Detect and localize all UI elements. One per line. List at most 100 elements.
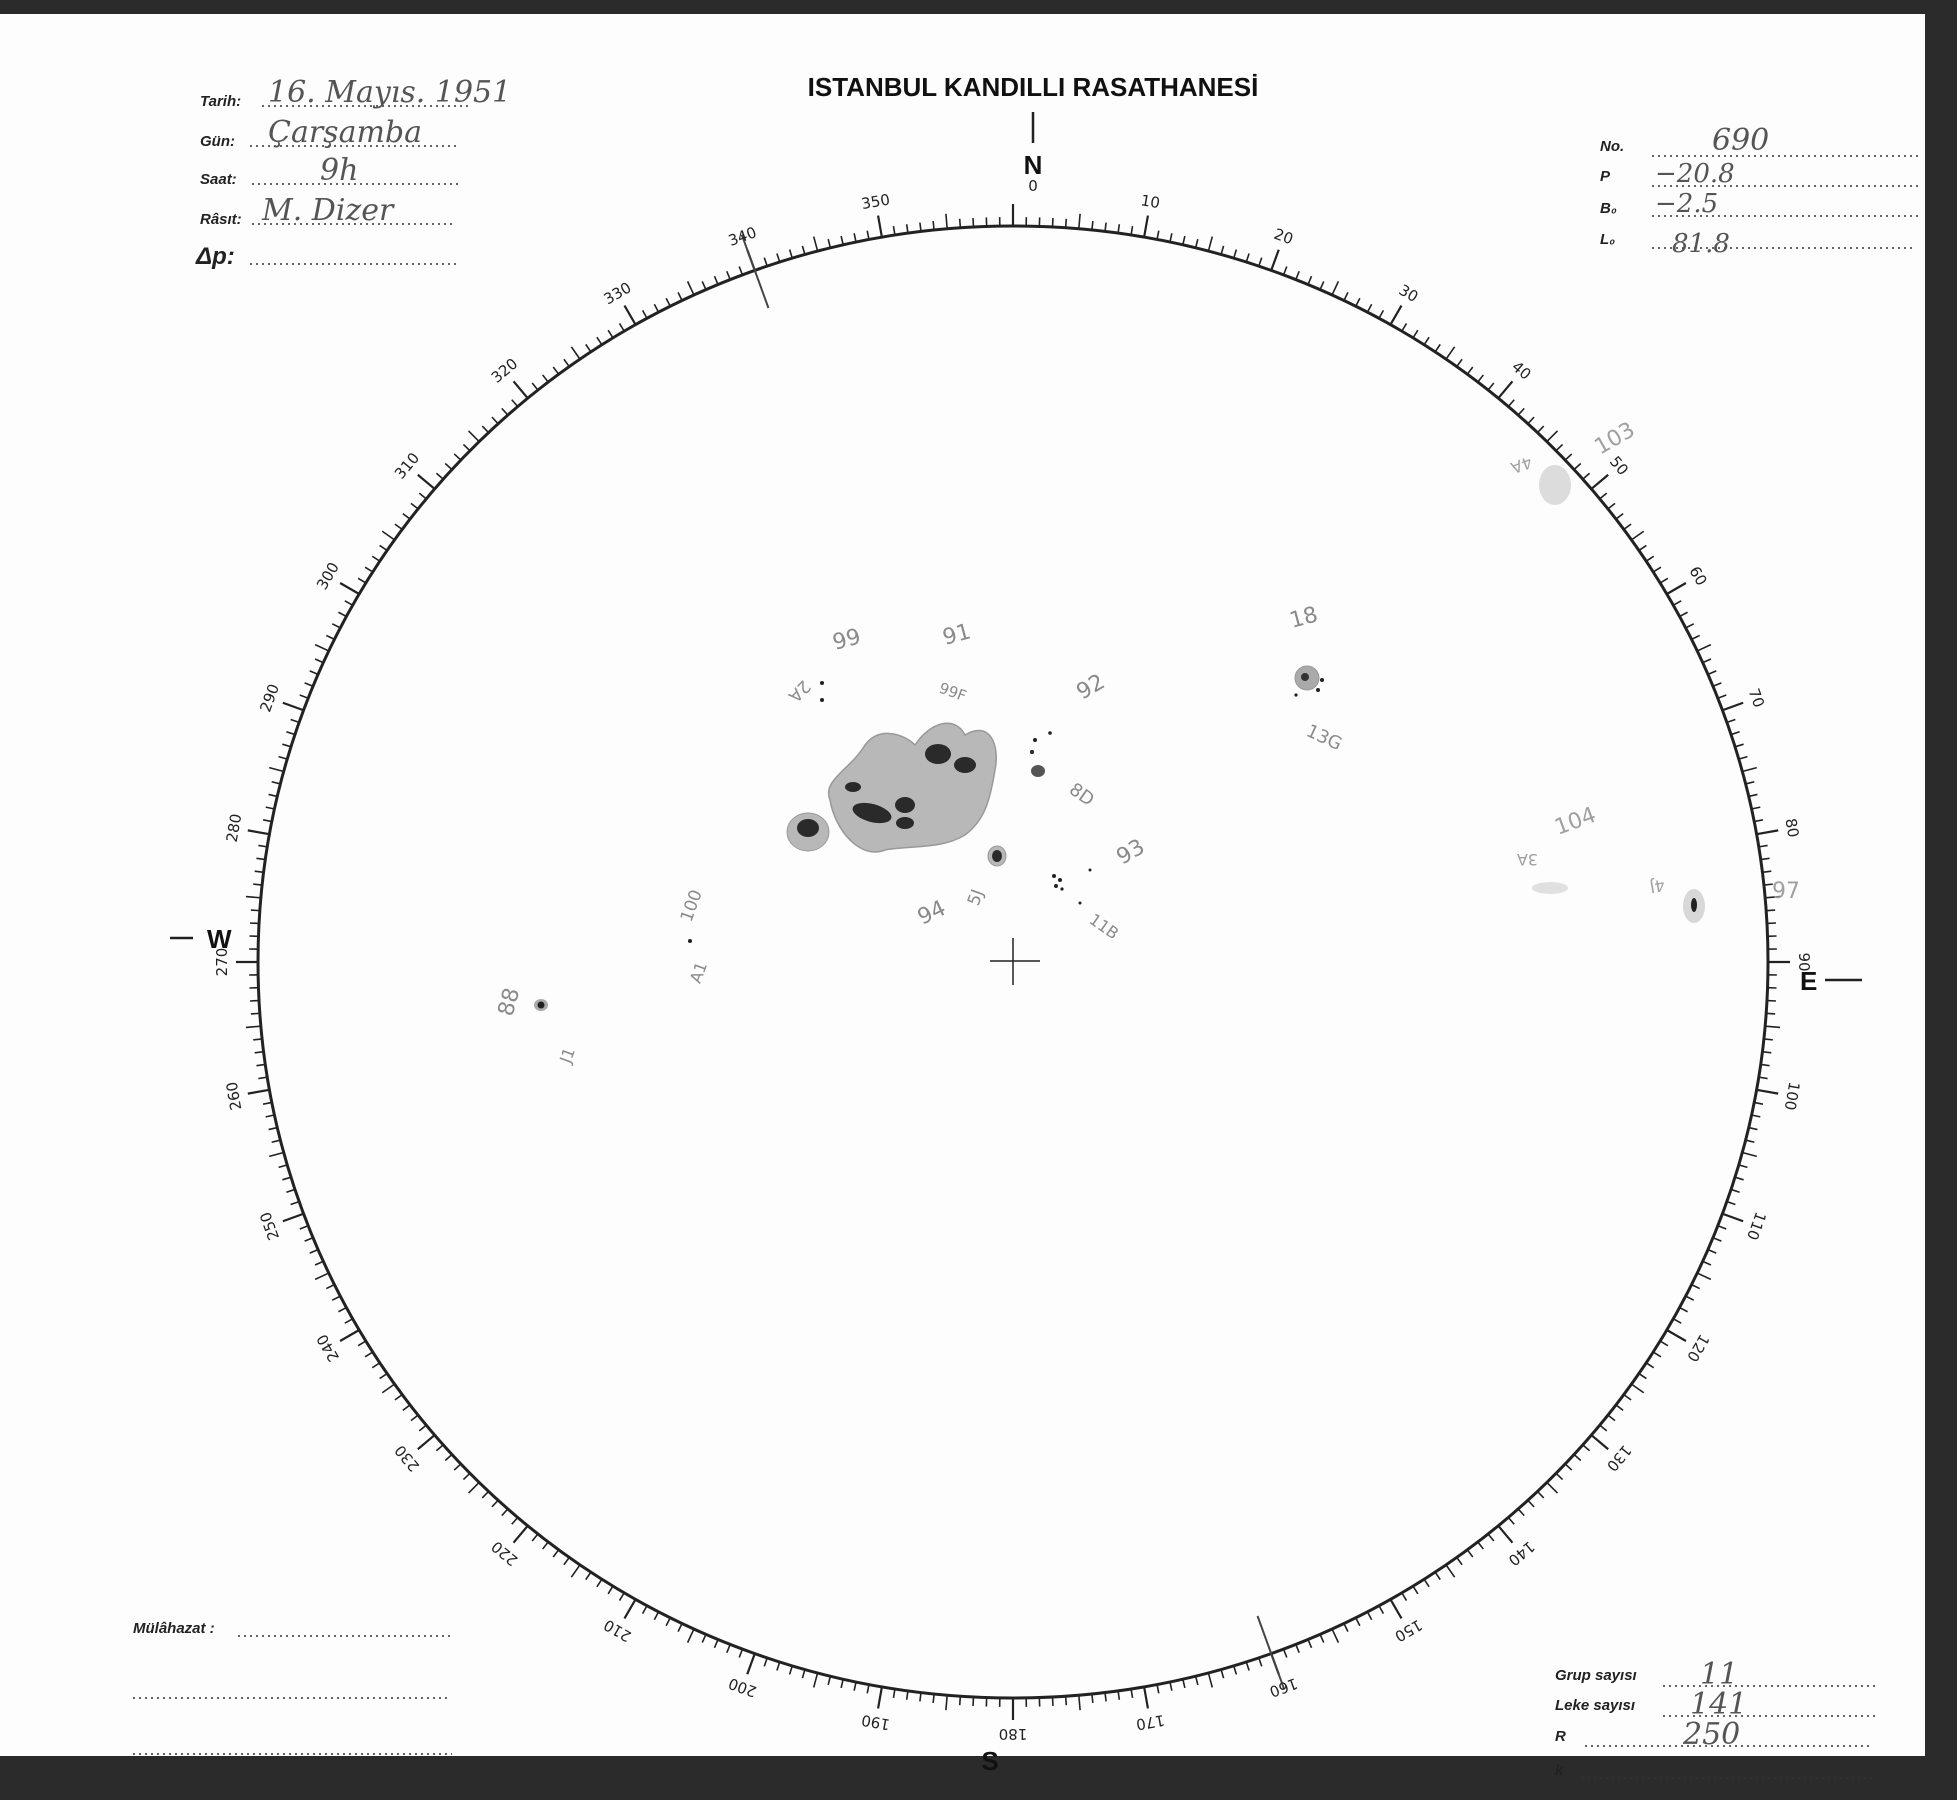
- group-label: 91: [940, 619, 974, 650]
- dial-tick: [286, 1188, 296, 1193]
- dial-label: 290: [256, 681, 283, 714]
- east-label: E: [1800, 966, 1817, 996]
- dial-tick: [1366, 303, 1373, 313]
- dial-tick: [1466, 1549, 1474, 1558]
- west-label: W: [207, 924, 232, 954]
- day-value: Çarşamba: [268, 115, 422, 150]
- dial-tick: [1319, 1634, 1325, 1643]
- dial-tick: [1758, 844, 1768, 848]
- dial-tick: [1104, 1692, 1107, 1702]
- p-value: −20.8: [1655, 159, 1735, 189]
- dial-tick: [1766, 909, 1776, 912]
- dial-tick: [1078, 1695, 1081, 1711]
- dial-tick: [919, 1692, 922, 1702]
- dial-tick: [253, 1038, 263, 1041]
- sunspot-8d: [1030, 731, 1052, 777]
- dial-tick: [1507, 1516, 1515, 1525]
- dial-tick: [1590, 473, 1609, 490]
- dial-tick: [1734, 743, 1744, 748]
- dial-tick: [1672, 1318, 1682, 1324]
- dial-tick: [1194, 238, 1199, 249]
- dial-tick: [1355, 1617, 1361, 1627]
- dial-label: 110: [1743, 1210, 1770, 1243]
- group-label: 93: [1113, 835, 1150, 871]
- dial-tick: [1270, 249, 1280, 271]
- group-label: 4A: [1508, 452, 1534, 477]
- dial-tick: [1691, 1283, 1701, 1290]
- dial-tick: [331, 623, 341, 629]
- dial-tick: [1607, 1414, 1616, 1422]
- dial-tick: [542, 374, 549, 383]
- dial-label: 140: [1505, 1537, 1539, 1569]
- dial-tick: [1456, 358, 1463, 368]
- dial-tick: [467, 430, 480, 443]
- dial-label: 130: [1603, 1441, 1635, 1475]
- r-label: R: [1555, 1728, 1566, 1745]
- dial-label: 310: [391, 449, 423, 483]
- dial-tick: [1282, 266, 1288, 276]
- dial-tick: [379, 544, 388, 552]
- dial-tick: [1762, 870, 1772, 874]
- dial-tick: [394, 1393, 403, 1401]
- dial-tick: [1295, 270, 1300, 280]
- dial-label: 10: [1139, 191, 1161, 212]
- dial-tick: [788, 249, 794, 259]
- summary-form: Grup sayısı 11 Leke sayısı 141 R 250 k: [1555, 1657, 1875, 1779]
- dial-tick: [958, 1696, 962, 1706]
- dial-tick: [462, 1472, 471, 1481]
- dial-tick: [1143, 215, 1150, 238]
- group-label: 3A: [1517, 850, 1538, 869]
- dial-label: 40: [1508, 358, 1534, 384]
- group-label: 104: [1552, 803, 1600, 841]
- dial-tick: [256, 1063, 266, 1067]
- observatory-title: ISTANBUL KANDILLI RASATHANESİ: [808, 72, 1259, 102]
- sunspot-103: [1539, 465, 1571, 505]
- dial-tick: [282, 701, 304, 712]
- dial-tick: [1748, 793, 1758, 798]
- b0-value: −2.5: [1655, 189, 1718, 219]
- dial-label: 300: [313, 559, 343, 593]
- dial-tick: [1745, 1139, 1755, 1144]
- dial-tick: [607, 329, 614, 339]
- dial-tick: [1487, 382, 1495, 391]
- dial-tick: [1517, 407, 1525, 416]
- dial-tick: [677, 1623, 683, 1632]
- group-label: 88: [494, 985, 525, 1019]
- dial-tick: [585, 1571, 592, 1581]
- dial-tick: [467, 1481, 480, 1494]
- dial-tick: [435, 472, 444, 480]
- spot-count-value: 141: [1690, 1687, 1747, 1722]
- dial-tick: [1751, 806, 1761, 810]
- dial-tick: [641, 1605, 648, 1614]
- dial-tick: [1659, 1340, 1669, 1347]
- dial-tick: [262, 819, 273, 823]
- dial-tick: [364, 566, 374, 573]
- dial-tick: [905, 1690, 909, 1700]
- dial-label: 340: [726, 223, 759, 250]
- compass: N 0 W E S: [170, 112, 1862, 1776]
- dial-label: 180: [999, 1725, 1028, 1743]
- dial-tick: [1156, 230, 1160, 240]
- dial-tick: [552, 1549, 560, 1558]
- dial-tick: [1546, 1481, 1559, 1494]
- dial-tick: [1064, 1696, 1068, 1706]
- dial-tick: [607, 1585, 614, 1595]
- dial-tick: [1182, 1678, 1186, 1689]
- dial-tick: [491, 416, 499, 425]
- dial-tick: [344, 1318, 354, 1324]
- dial-tick: [801, 245, 806, 255]
- dial-tick: [1091, 220, 1094, 231]
- group-label: 97: [1772, 879, 1800, 904]
- dial-tick: [1765, 895, 1781, 899]
- dial-tick: [1477, 1541, 1484, 1550]
- dial-tick: [958, 218, 962, 228]
- number-value: 690: [1712, 123, 1769, 158]
- dial-tick: [245, 895, 261, 899]
- dial-label: 200: [726, 1674, 759, 1701]
- sunspot-11b: [1052, 868, 1092, 905]
- dial-tick: [1638, 1372, 1647, 1380]
- dial-tick: [945, 1695, 948, 1711]
- dial-tick: [304, 682, 314, 688]
- dial-tick: [1245, 1661, 1250, 1671]
- dial-tick: [1573, 1453, 1582, 1462]
